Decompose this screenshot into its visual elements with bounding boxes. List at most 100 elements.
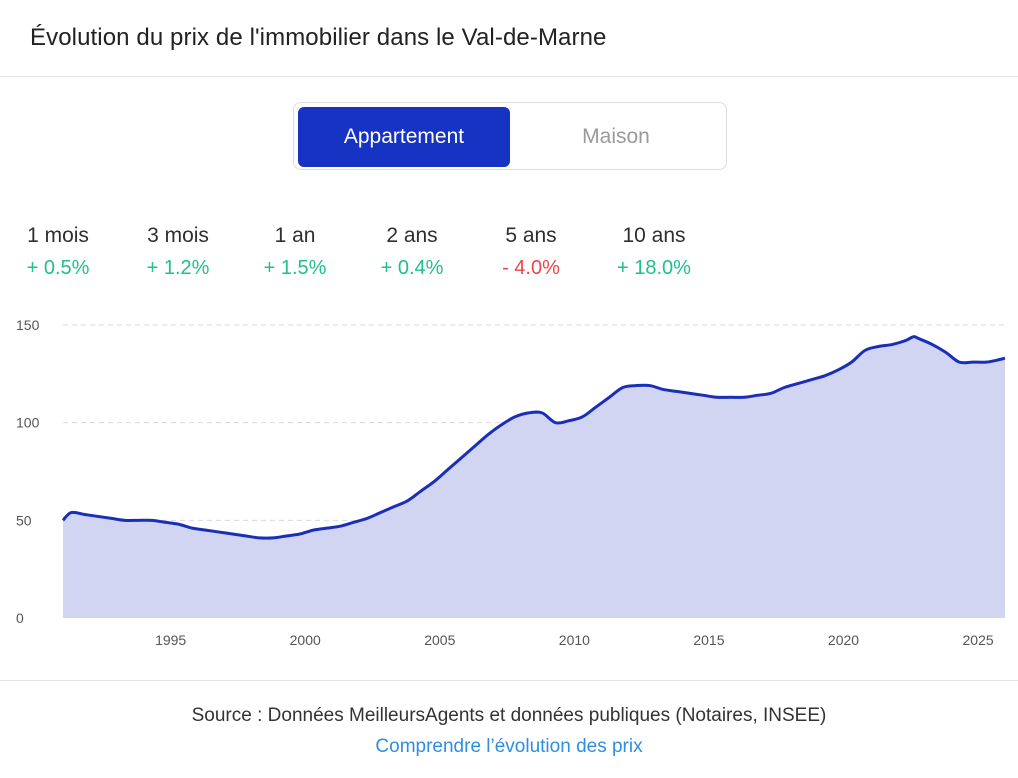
appartement-tab[interactable]: Appartement <box>298 107 510 167</box>
data-point <box>298 532 302 536</box>
data-point <box>911 335 915 339</box>
data-point <box>500 423 504 427</box>
data-point <box>755 393 759 397</box>
data-point <box>930 343 934 347</box>
data-point <box>877 344 881 348</box>
data-point <box>850 360 854 364</box>
data-point <box>944 350 948 354</box>
x-tick-label: 2020 <box>828 632 859 648</box>
header: Évolution du prix de l'immobilier dans l… <box>0 0 1018 77</box>
data-point <box>459 456 463 460</box>
data-point <box>473 444 477 448</box>
data-point <box>217 530 221 534</box>
x-tick-label: 2015 <box>693 632 724 648</box>
data-point <box>1003 356 1007 360</box>
data-point <box>365 516 369 520</box>
stat-label: 10 ans <box>622 224 686 247</box>
data-point <box>957 360 961 364</box>
price-change-stats: 1 mois + 0.5% 3 mois + 1.2% 1 an + 1.5% … <box>0 222 1018 282</box>
stat-value: + 1.5% <box>263 257 327 279</box>
data-point <box>83 512 87 516</box>
stat-label: 1 an <box>274 224 316 247</box>
y-tick-label: 100 <box>16 415 40 431</box>
stat-label: 5 ans <box>505 224 557 247</box>
data-point <box>190 526 194 530</box>
data-point <box>809 378 813 382</box>
data-point <box>271 536 275 540</box>
stat-value: + 1.2% <box>146 257 210 279</box>
data-point <box>782 386 786 390</box>
data-point <box>971 360 975 364</box>
data-point <box>728 395 732 399</box>
stat-3-mois: 3 mois + 1.2% <box>118 222 238 280</box>
price-evolution-link[interactable]: Comprendre l’évolution des prix <box>375 736 643 757</box>
data-point <box>123 518 127 522</box>
data-point <box>540 411 544 415</box>
stat-1-mois: 1 mois + 0.5% <box>0 222 118 280</box>
data-point <box>446 468 450 472</box>
data-point <box>109 516 113 520</box>
data-point <box>567 419 571 423</box>
data-point <box>621 386 625 390</box>
data-point <box>61 518 65 522</box>
data-point <box>379 511 383 515</box>
data-point <box>406 499 410 503</box>
data-point <box>204 528 208 532</box>
data-point <box>648 384 652 388</box>
data-point <box>527 411 531 415</box>
x-tick-label: 2005 <box>424 632 455 648</box>
data-point <box>163 520 167 524</box>
data-point <box>257 536 261 540</box>
stat-label: 1 mois <box>27 224 89 247</box>
stat-5-ans: 5 ans - 4.0% <box>471 222 591 280</box>
source-text: Source : Données MeilleursAgents et donn… <box>191 705 827 726</box>
price-series-line <box>61 335 1006 540</box>
stat-1-an: 1 an + 1.5% <box>235 222 355 280</box>
data-point <box>432 479 436 483</box>
stat-label: 2 ans <box>386 224 438 247</box>
data-point <box>231 532 235 536</box>
stat-value: + 0.4% <box>380 257 444 279</box>
data-point <box>742 395 746 399</box>
data-point <box>823 374 827 378</box>
data-point <box>338 524 342 528</box>
stat-value: + 0.5% <box>26 257 90 279</box>
property-type-toggle: Appartement Maison <box>293 102 727 170</box>
data-point <box>995 358 999 362</box>
data-point <box>554 421 558 425</box>
maison-tab[interactable]: Maison <box>582 125 650 148</box>
stat-value: - 4.0% <box>502 257 560 279</box>
data-point <box>486 432 490 436</box>
data-point <box>675 389 679 393</box>
data-point <box>688 391 692 395</box>
y-tick-label: 150 <box>16 317 40 333</box>
data-point <box>984 360 988 364</box>
data-point <box>796 382 800 386</box>
stat-10-ans: 10 ans + 18.0% <box>594 222 714 280</box>
data-point <box>392 505 396 509</box>
data-point <box>903 339 907 343</box>
data-point <box>311 528 315 532</box>
area-layer <box>61 335 1007 618</box>
data-point <box>177 522 181 526</box>
data-point <box>863 348 867 352</box>
x-tick-label: 1995 <box>155 632 186 648</box>
footer: Source : Données MeilleursAgents et donn… <box>0 680 1018 778</box>
data-point <box>150 518 154 522</box>
data-point <box>890 343 894 347</box>
data-point <box>661 387 665 391</box>
price-area-fill <box>63 336 1005 618</box>
y-tick-label: 0 <box>16 610 24 626</box>
x-tick-label: 2000 <box>290 632 321 648</box>
data-point <box>769 391 773 395</box>
data-point <box>419 489 423 493</box>
axis-labels: 0 50 100 150 1995 2000 2005 2010 2015 2020 2025 <box>16 317 994 648</box>
data-point <box>69 511 73 515</box>
data-point <box>325 526 329 530</box>
data-point <box>136 518 140 522</box>
data-point <box>96 514 100 518</box>
data-point <box>702 393 706 397</box>
data-point <box>917 337 921 341</box>
data-point <box>634 384 638 388</box>
data-point <box>836 368 840 372</box>
